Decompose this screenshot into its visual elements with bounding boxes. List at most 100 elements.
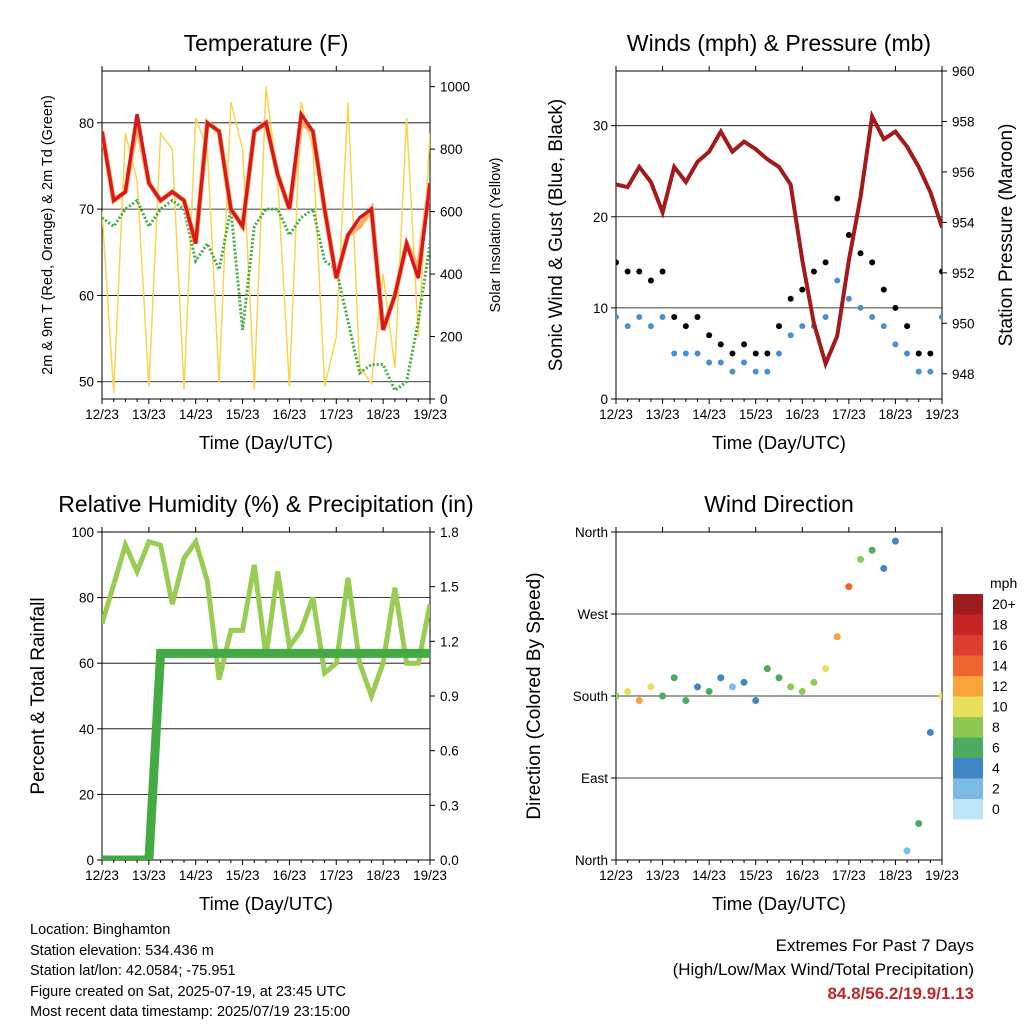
legend-swatch (953, 676, 983, 697)
direction-point (868, 546, 876, 554)
legend-swatch (953, 696, 983, 717)
y-tick-label: 10 (593, 301, 608, 316)
y-tick-label: 20 (79, 787, 94, 802)
wind-point (776, 350, 782, 357)
gust-point (822, 259, 829, 266)
x-tick-label: 18/23 (366, 407, 400, 422)
wind-point (857, 304, 864, 311)
speed-legend: mph 20+ 18 16 14 12 10 8 6 4 2 0 (953, 575, 1017, 820)
y-right-tick-label: 400 (440, 267, 463, 282)
gust-point (764, 350, 771, 357)
panel-title: Relative Humidity (%) & Precipitation (i… (58, 491, 473, 517)
x-tick-label: 15/23 (226, 868, 260, 883)
x-axis-label: Time (Day/UTC) (199, 432, 333, 453)
x-tick-label: 16/23 (273, 868, 307, 883)
plot-frame (615, 70, 943, 400)
wind-point (624, 323, 631, 330)
wind-point (659, 314, 666, 320)
gust-point (647, 277, 654, 284)
x-tick-label: 18/23 (879, 407, 913, 422)
x-tick-label: 17/23 (832, 407, 866, 422)
wind-direction-panel: Wind DirectionNorthEastSouthWestNorth12/… (524, 491, 959, 914)
gust-point (799, 286, 806, 293)
y-right-tick-label: 0.6 (440, 744, 459, 759)
y-right-tick-label: 1.5 (440, 580, 459, 595)
direction-point (845, 583, 853, 591)
wind-point (671, 350, 678, 357)
series-temp-2m (102, 109, 430, 331)
gust-point (659, 268, 666, 275)
direction-point (752, 697, 760, 705)
x-tick-label: 12/23 (599, 868, 633, 883)
y-right-tick-label: 0.9 (440, 689, 459, 704)
station-location: Location: Binghamton (30, 922, 171, 938)
direction-point (616, 692, 620, 700)
x-tick-label: 14/23 (179, 407, 213, 422)
gust-point (671, 314, 678, 320)
winds-pressure-panel: Winds (mph) & Pressure (mb) 0 10 20 30 948 950… (546, 30, 1017, 453)
direction-point (670, 674, 678, 682)
wind-point (752, 368, 759, 375)
wind-point (915, 368, 922, 375)
gust-point (706, 332, 713, 339)
direction-point (647, 683, 655, 691)
direction-point (787, 683, 795, 691)
wind-point (834, 277, 841, 284)
series-rh (102, 536, 430, 704)
y-tick-label: North (575, 525, 608, 540)
extremes-values: 84.8/56.2/19.9/1.13 (827, 984, 974, 1003)
x-axis-label: Time (Day/UTC) (712, 893, 846, 914)
station-elevation: Station elevation: 534.436 m (30, 942, 214, 959)
gust-point (880, 286, 887, 293)
wind-point (616, 314, 619, 320)
x-axis-label: Time (Day/UTC) (712, 432, 846, 453)
panel-title: Wind Direction (704, 491, 854, 517)
y-right-tick-label: 958 (952, 114, 975, 129)
y-tick-label: South (573, 689, 608, 704)
panel-title: Winds (mph) & Pressure (mb) (627, 30, 931, 56)
wind-point (694, 350, 701, 357)
direction-point (717, 674, 725, 682)
x-tick-label: 18/23 (879, 868, 913, 883)
y-right-tick-label: 0 (440, 392, 448, 407)
gust-point (904, 323, 911, 330)
wind-point (880, 323, 887, 330)
legend-label: 16 (992, 637, 1008, 653)
direction-point (915, 820, 923, 828)
y-tick-label: 40 (79, 722, 94, 737)
x-tick-label: 14/23 (692, 407, 726, 422)
y-right-tick-label: 0.0 (440, 853, 459, 868)
legend-label: 0 (992, 801, 1000, 817)
direction-point (682, 697, 690, 705)
data-layer (616, 537, 942, 855)
legend-label: 2 (992, 781, 1000, 797)
direction-point (798, 687, 806, 695)
y-right-tick-label: 956 (952, 165, 975, 180)
extremes-title: Extremes For Past 7 Days (775, 936, 974, 955)
gust-point (810, 268, 817, 275)
gust-point (787, 295, 794, 302)
humidity-precip-panel: Relative Humidity (%) & Precipitation (i… (28, 491, 474, 914)
y-tick-label: 0 (86, 853, 94, 868)
legend-swatch (953, 655, 983, 676)
gust-point (729, 350, 736, 357)
gust-point (845, 232, 852, 238)
wind-point (822, 314, 829, 320)
y-right-tick-label: 0.3 (440, 798, 459, 813)
legend-title: mph (990, 575, 1017, 591)
y-right-tick-label: 954 (952, 215, 975, 230)
figure-created: Figure created on Sat, 2025-07-19, at 23… (30, 983, 346, 1000)
y-tick-label: East (581, 771, 608, 786)
y-tick-label: West (577, 607, 608, 622)
y-right-tick-label: 600 (440, 205, 463, 220)
x-tick-label: 14/23 (692, 868, 726, 883)
y-right-tick-label: 1000 (440, 80, 470, 95)
direction-point (810, 678, 818, 686)
direction-point (740, 678, 748, 686)
y-tick-label: 60 (79, 656, 94, 671)
y-tick-label: 70 (79, 202, 94, 217)
y-axis-label: 2m & 9m T (Red, Orange) & 2m Td (Green) (40, 95, 56, 375)
data-layer (102, 536, 430, 860)
legend-label: 14 (992, 658, 1008, 674)
